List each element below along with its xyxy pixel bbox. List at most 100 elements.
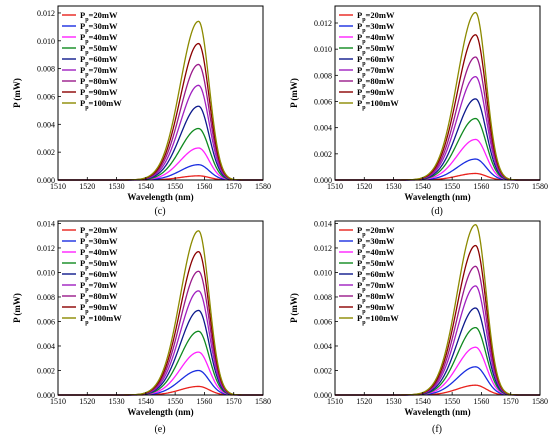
y-tick-label: 0.004 — [37, 342, 55, 351]
x-tick-label: 1550 — [444, 182, 460, 191]
legend-label: Pp=50mW — [80, 258, 118, 271]
y-tick-label: 0.014 — [314, 219, 332, 228]
legend-label: Pp=80mW — [357, 76, 395, 89]
x-tick-label: 1560 — [196, 182, 212, 191]
y-tick-label: 0.000 — [37, 176, 55, 185]
y-tick-label: 0.002 — [37, 148, 55, 157]
y-tick-label: 0.012 — [314, 244, 332, 253]
x-tick-label: 1510 — [327, 397, 343, 406]
y-tick-label: 0.012 — [37, 9, 55, 18]
y-tick-label: 0.002 — [314, 366, 332, 375]
legend-label: Pp=70mW — [80, 65, 118, 78]
x-axis-label: Wavelength (nm) — [404, 192, 470, 202]
y-tick-label: 0.006 — [314, 98, 332, 107]
x-tick-label: 1550 — [444, 397, 460, 406]
legend-label: Pp=30mW — [357, 236, 395, 249]
plot-frame — [57, 5, 264, 181]
y-tick-label: 0.000 — [37, 391, 55, 400]
x-tick-label: 1570 — [503, 397, 519, 406]
x-tick-label: 1530 — [109, 397, 125, 406]
x-tick-label: 1580 — [255, 182, 271, 191]
y-axis-label: P (mW) — [289, 293, 299, 323]
legend-label: Pp=20mW — [80, 225, 118, 238]
chart-panel-4: 1510 1520 1530 1540 1550 1560 1570 1580 0.000 0.0… — [289, 219, 548, 435]
legend-label: Pp=90mW — [357, 87, 395, 100]
x-axis-label: Wavelength (nm) — [127, 407, 193, 417]
legend-label: Pp=40mW — [357, 247, 395, 260]
x-tick-label: 1570 — [503, 182, 519, 191]
y-tick-label: 0.002 — [37, 366, 55, 375]
y-tick-label: 0.014 — [37, 219, 55, 228]
legend-label: Pp=50mW — [80, 43, 118, 56]
y-tick-label: 0.006 — [37, 92, 55, 101]
plot-frame — [334, 5, 541, 181]
x-tick-label: 1550 — [167, 397, 183, 406]
x-tick-label: 1570 — [226, 182, 242, 191]
x-tick-label: 1520 — [356, 182, 372, 191]
y-tick-label: 0.010 — [37, 268, 55, 277]
chart-panel-3: 1510 1520 1530 1540 1550 1560 1570 1580 0.000 0.0… — [12, 219, 271, 435]
x-tick-label: 1540 — [138, 182, 154, 191]
y-tick-label: 0.002 — [314, 150, 332, 159]
legend-label: Pp=50mW — [357, 43, 395, 56]
legend-label: Pp=70mW — [80, 280, 118, 293]
y-tick-label: 0.000 — [314, 391, 332, 400]
y-axis-label: P (mW) — [12, 293, 22, 323]
legend-label: Pp=70mW — [357, 65, 395, 78]
x-tick-label: 1520 — [79, 397, 95, 406]
legend-label: Pp=80mW — [80, 76, 118, 89]
y-tick-label: 0.012 — [37, 244, 55, 253]
y-tick-label: 0.010 — [37, 37, 55, 46]
legend-label: Pp=20mW — [357, 10, 395, 23]
panel-caption: (e) — [154, 424, 165, 435]
x-tick-label: 1580 — [532, 182, 548, 191]
legend-label: Pp=80mW — [80, 291, 118, 304]
x-tick-label: 1530 — [109, 182, 125, 191]
y-tick-label: 0.000 — [314, 176, 332, 185]
legend-label: Pp=90mW — [80, 87, 118, 100]
x-tick-label: 1540 — [138, 397, 154, 406]
legend-label: Pp=90mW — [80, 302, 118, 315]
panel-caption-top: (d) — [431, 206, 443, 217]
legend-label: Pp=60mW — [357, 54, 395, 67]
x-tick-label: 1580 — [532, 397, 548, 406]
plot-frame — [57, 220, 264, 396]
y-tick-label: 0.012 — [314, 19, 332, 28]
legend-label: Pp=20mW — [357, 225, 395, 238]
x-tick-label: 1520 — [79, 182, 95, 191]
y-tick-label: 0.008 — [37, 293, 55, 302]
chart-panel-2: 1510 1520 1530 1540 1550 1560 1570 1580 0.000 0.0… — [289, 5, 548, 202]
legend-label: Pp=100mW — [80, 98, 122, 111]
x-tick-label: 1510 — [327, 182, 343, 191]
y-tick-label: 0.010 — [314, 45, 332, 54]
y-tick-label: 0.004 — [314, 124, 332, 133]
legend-label: Pp=60mW — [357, 269, 395, 282]
legend-label: Pp=100mW — [357, 313, 399, 326]
y-tick-label: 0.010 — [314, 268, 332, 277]
x-tick-label: 1570 — [226, 397, 242, 406]
legend-label: Pp=40mW — [80, 32, 118, 45]
y-axis-label: P (mW) — [12, 78, 22, 108]
legend-label: Pp=40mW — [357, 32, 395, 45]
legend-label: Pp=30mW — [357, 21, 395, 34]
legend-label: Pp=30mW — [80, 21, 118, 34]
legend-label: Pp=70mW — [357, 280, 395, 293]
x-tick-label: 1540 — [415, 397, 431, 406]
x-tick-label: 1560 — [473, 182, 489, 191]
legend-label: Pp=100mW — [80, 313, 122, 326]
chart-panel-1: 1510 1520 1530 1540 1550 1560 1570 1580 0.000 0.0… — [12, 5, 271, 202]
x-tick-label: 1580 — [255, 397, 271, 406]
legend-label: Pp=60mW — [80, 54, 118, 67]
x-tick-label: 1560 — [196, 397, 212, 406]
x-axis-label: Wavelength (nm) — [404, 407, 470, 417]
panel-caption-top: (c) — [154, 206, 165, 217]
x-tick-label: 1550 — [167, 182, 183, 191]
legend-label: Pp=20mW — [80, 10, 118, 23]
y-tick-label: 0.004 — [37, 120, 55, 129]
x-tick-label: 1520 — [356, 397, 372, 406]
legend-label: Pp=30mW — [80, 236, 118, 249]
y-tick-label: 0.008 — [314, 293, 332, 302]
legend-label: Pp=50mW — [357, 258, 395, 271]
y-tick-label: 0.006 — [37, 317, 55, 326]
